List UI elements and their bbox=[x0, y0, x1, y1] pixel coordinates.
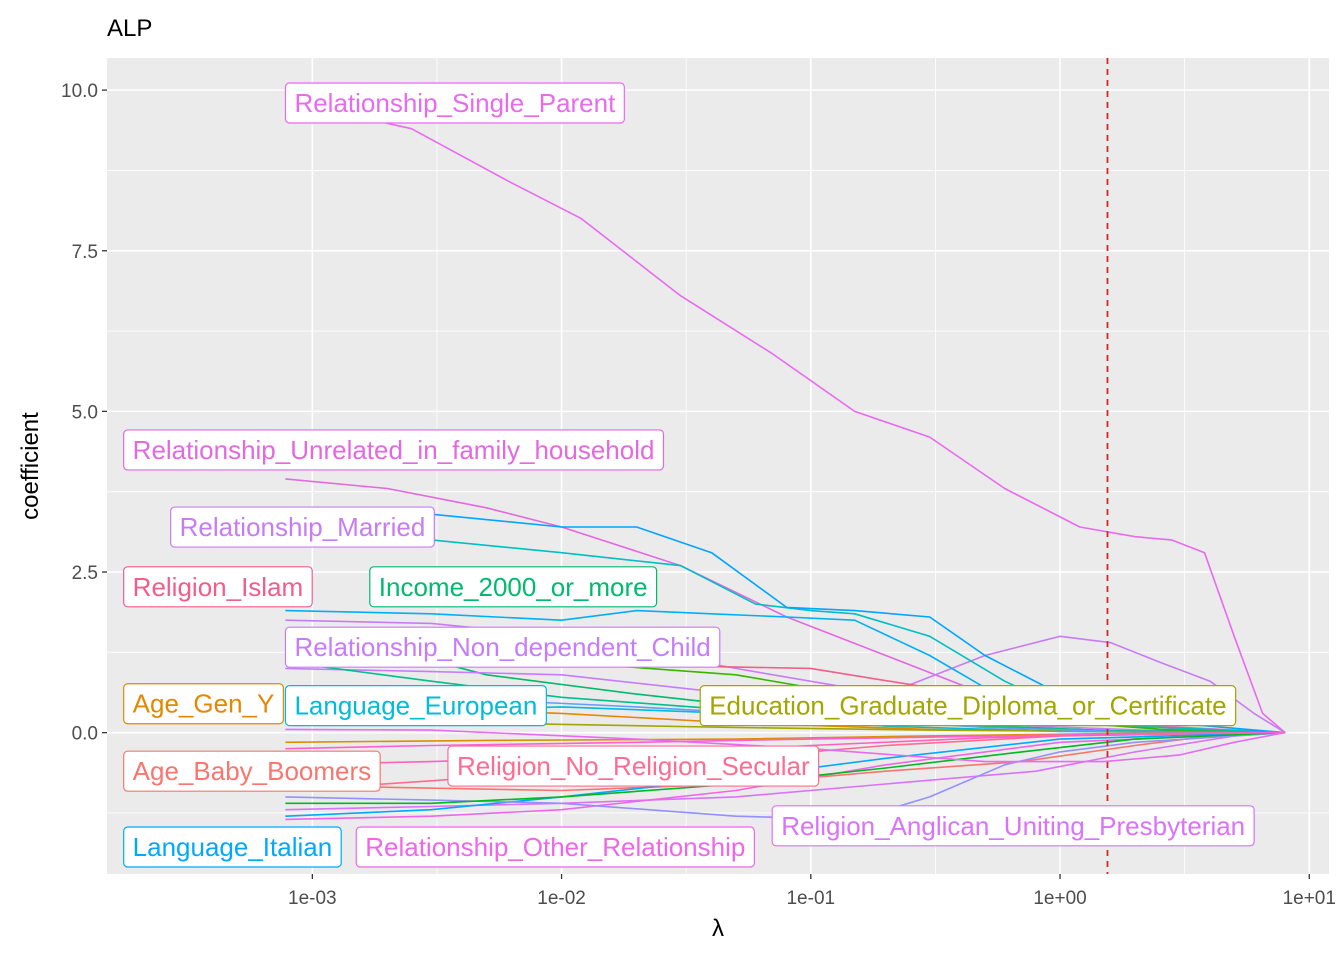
series-label: Relationship_Married bbox=[170, 506, 435, 548]
series-label-box bbox=[170, 506, 435, 548]
series-label-text: Age_Gen_Y bbox=[133, 689, 275, 719]
y-tick-label: 5.0 bbox=[72, 402, 98, 423]
series-label-text: Age_Baby_Boomers bbox=[133, 756, 371, 786]
x-tick-label: 1e+01 bbox=[1283, 888, 1336, 909]
series-label: Relationship_Other_Relationship bbox=[355, 826, 755, 868]
label-layer: Relationship_Single_Parent Relationship_U… bbox=[123, 82, 1255, 868]
y-tick-label: 7.5 bbox=[72, 242, 98, 263]
series-label-box bbox=[447, 745, 820, 787]
series-label-box bbox=[123, 429, 665, 471]
x-axis-title: λ bbox=[712, 915, 724, 942]
series-label-text: Language_Italian bbox=[133, 832, 333, 862]
series-label-box bbox=[699, 685, 1237, 727]
series-label-text: Religion_No_Religion_Secular bbox=[457, 751, 810, 781]
series-label-text: Relationship_Non_dependent_Child bbox=[294, 632, 710, 662]
y-tick-label: 10.0 bbox=[61, 81, 98, 102]
series-label: Age_Baby_Boomers bbox=[123, 750, 381, 792]
series-line bbox=[285, 731, 1286, 821]
series-line bbox=[285, 731, 1286, 750]
y-axis: 0.0 2.5 5.0 7.5 10.0 bbox=[61, 81, 107, 745]
chart-title: ALP bbox=[107, 15, 152, 42]
series-label-box bbox=[284, 626, 721, 668]
series-label-box bbox=[123, 566, 313, 608]
series-label: Language_European bbox=[284, 685, 547, 727]
series-label-text: Relationship_Other_Relationship bbox=[365, 832, 745, 862]
series-label-text: Religion_Anglican_Uniting_Presbyterian bbox=[781, 811, 1245, 841]
series-label-box bbox=[123, 683, 284, 725]
series-label: Relationship_Unrelated_in_family_househo… bbox=[123, 429, 665, 471]
series-label: Religion_Islam bbox=[123, 566, 313, 608]
series-line bbox=[294, 102, 1286, 734]
series-label-box bbox=[123, 826, 342, 868]
series-label-text: Education_Graduate_Diploma_or_Certificat… bbox=[709, 691, 1226, 721]
x-tick-label: 1e-01 bbox=[786, 888, 835, 909]
y-axis-title: coefficient bbox=[17, 412, 44, 520]
series-label-text: Religion_Islam bbox=[133, 572, 304, 602]
series-label: Relationship_Single_Parent bbox=[284, 82, 625, 124]
series-label-text: Relationship_Unrelated_in_family_househo… bbox=[133, 435, 655, 465]
x-tick-label: 1e-02 bbox=[537, 888, 586, 909]
series-label-box bbox=[284, 82, 625, 124]
x-axis: 1e-03 1e-02 1e-01 1e+00 1e+01 bbox=[288, 874, 1336, 909]
series-label: Education_Graduate_Diploma_or_Certificat… bbox=[699, 685, 1237, 727]
series-label: Relationship_Non_dependent_Child bbox=[284, 626, 721, 668]
series-label-box bbox=[355, 826, 755, 868]
series-label-text: Income_2000_or_more bbox=[379, 572, 648, 602]
series-label: Religion_Anglican_Uniting_Presbyterian bbox=[771, 805, 1255, 847]
series-label-box bbox=[771, 805, 1255, 847]
series-label-box bbox=[123, 750, 381, 792]
series-label-box bbox=[284, 685, 547, 727]
series-label: Income_2000_or_more bbox=[369, 566, 658, 608]
series-label-text: Relationship_Married bbox=[180, 512, 426, 542]
series-label: Age_Gen_Y bbox=[123, 683, 284, 725]
series-label-box bbox=[369, 566, 658, 608]
y-tick-label: 0.0 bbox=[72, 724, 98, 745]
series-label-text: Relationship_Single_Parent bbox=[294, 88, 616, 118]
series-label: Language_Italian bbox=[123, 826, 342, 868]
y-tick-label: 2.5 bbox=[72, 563, 98, 584]
series-label-text: Language_European bbox=[294, 691, 537, 721]
x-tick-label: 1e+00 bbox=[1033, 888, 1086, 909]
x-tick-label: 1e-03 bbox=[288, 888, 337, 909]
series-line bbox=[285, 728, 1286, 763]
series-label: Religion_No_Religion_Secular bbox=[447, 745, 820, 787]
